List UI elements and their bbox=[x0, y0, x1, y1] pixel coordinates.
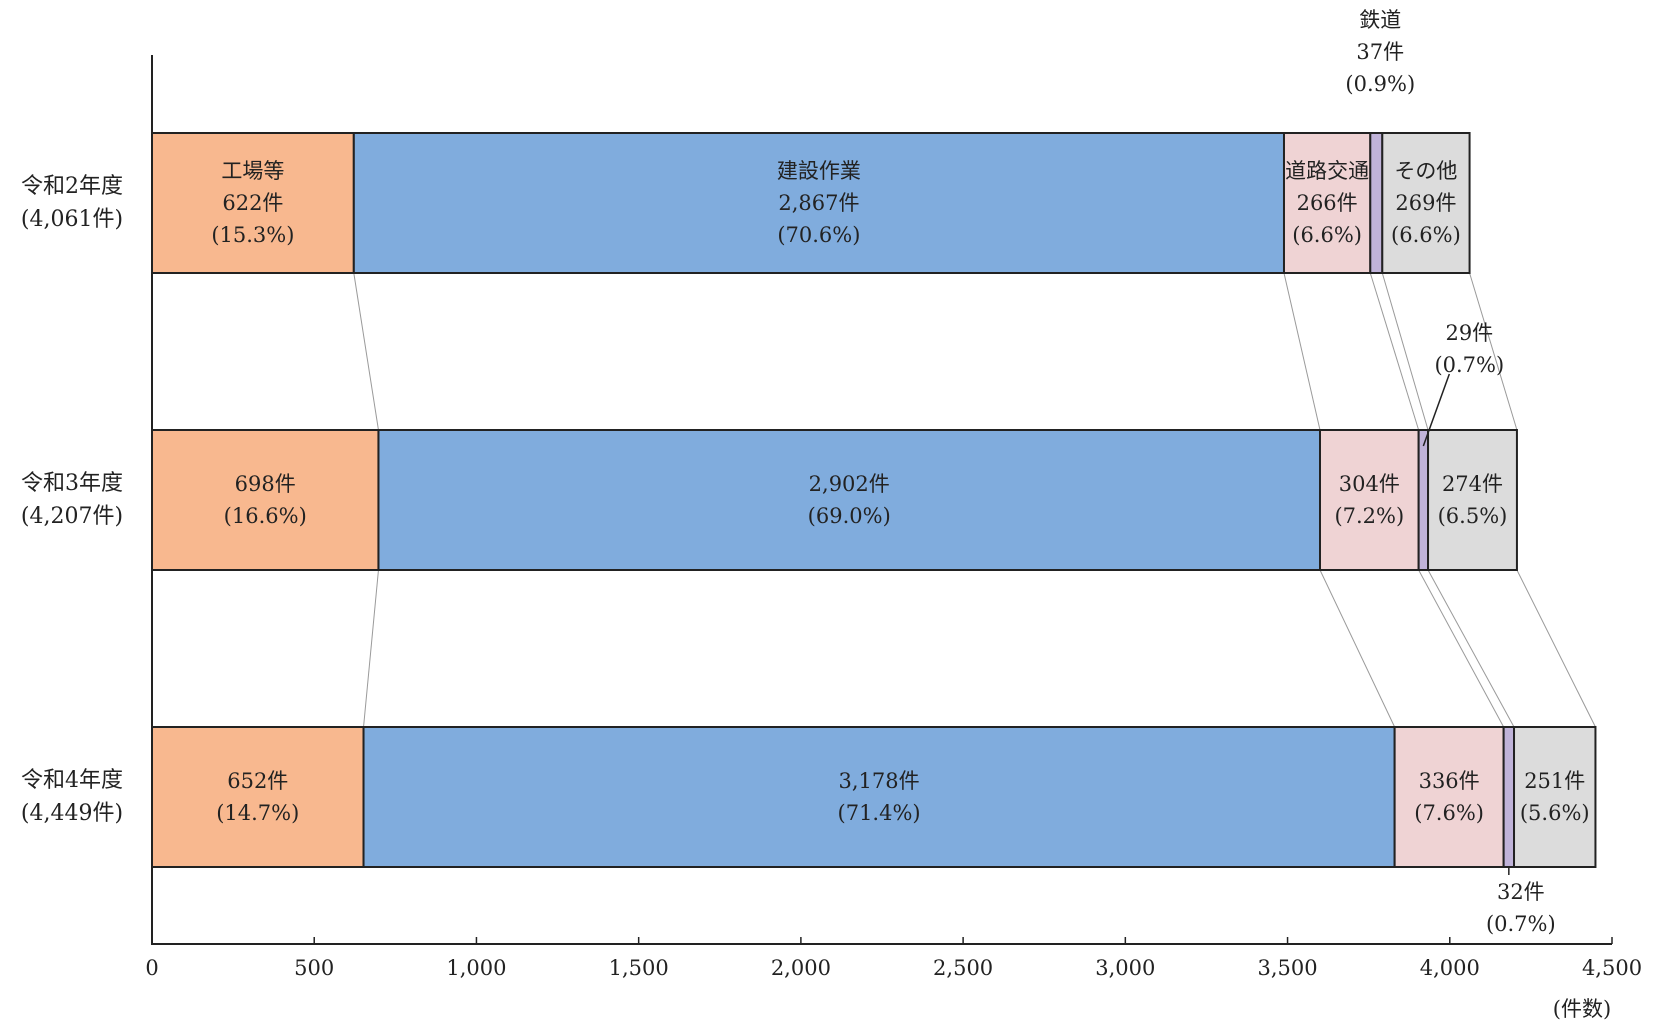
data-label-r2-series-3: 鉄道 37件(0.9%) bbox=[1345, 8, 1415, 96]
x-tick-label-2: 1,000 bbox=[446, 956, 506, 980]
data-label-r3-series-2: 304件(7.2%) bbox=[1334, 472, 1404, 528]
data-label-r3-series-0: 698件(16.6%) bbox=[224, 472, 307, 528]
x-tick-label-6: 3,000 bbox=[1095, 956, 1155, 980]
bar-r3-series-0 bbox=[151, 429, 380, 571]
connector-r2-r3-series-3 bbox=[1381, 272, 1429, 431]
segment-labels-layer: 工場等 622件(15.3%) 建設作業 2,867件(70.6%) 道路交通 266件(… bbox=[211, 159, 1589, 825]
x-tick-label-5: 2,500 bbox=[933, 956, 993, 980]
bar-r2-series-1 bbox=[352, 132, 1285, 274]
data-label-r4-series-1: 3,178件(71.4%) bbox=[838, 769, 921, 825]
data-label-r2-series-4: その他 269件(6.6%) bbox=[1391, 159, 1461, 247]
callouts-layer: 鉄道 37件(0.9%) 29件(0.7%) 32件(0.7%) bbox=[1345, 8, 1555, 936]
bar-r2-series-2 bbox=[1282, 132, 1372, 274]
connector-r3-r4-series-4 bbox=[1516, 569, 1596, 728]
category-label-r4: 令和4年度(4,449件) bbox=[21, 768, 123, 826]
bar-r4-series-1 bbox=[362, 726, 1396, 868]
x-tick-label-8: 4,000 bbox=[1420, 956, 1480, 980]
connector-r2-r3-series-0 bbox=[353, 272, 379, 431]
bar-r4-series-2 bbox=[1393, 726, 1505, 868]
connector-r2-r3-series-4 bbox=[1469, 272, 1518, 431]
bar-r2-series-3 bbox=[1369, 132, 1384, 274]
data-label-r3-series-1: 2,902件(69.0%) bbox=[808, 472, 891, 528]
data-label-r4-series-2: 336件(7.6%) bbox=[1414, 769, 1484, 825]
connector-r3-r4-series-2 bbox=[1418, 569, 1505, 728]
data-label-r3-series-3: 29件(0.7%) bbox=[1434, 321, 1504, 377]
x-axis-unit-label: (件数) bbox=[1553, 997, 1611, 1021]
category-label-r2: 令和2年度(4,061件) bbox=[21, 174, 123, 232]
data-label-r4-series-4: 251件(5.6%) bbox=[1520, 769, 1590, 825]
connector-r3-r4-series-0 bbox=[363, 569, 379, 728]
data-label-r4-series-3: 32件(0.7%) bbox=[1486, 880, 1556, 936]
bar-r4-series-3 bbox=[1502, 726, 1516, 868]
x-tick-label-0: 0 bbox=[145, 956, 158, 980]
bar-r3-series-4 bbox=[1427, 429, 1518, 571]
x-tick-label-1: 500 bbox=[294, 956, 334, 980]
data-label-r2-series-1: 建設作業 2,867件(70.6%) bbox=[777, 159, 861, 247]
bar-r3-series-1 bbox=[377, 429, 1321, 571]
connector-r3-r4-series-1 bbox=[1319, 569, 1396, 728]
connector-r2-r3-series-2 bbox=[1369, 272, 1420, 431]
category-axis: 令和2年度(4,061件) 令和3年度(4,207件) 令和4年度(4,449件) bbox=[21, 55, 153, 944]
connector-lines bbox=[353, 272, 1596, 728]
bar-r3-series-2 bbox=[1319, 429, 1420, 571]
bar-r2-series-4 bbox=[1381, 132, 1471, 274]
bars-layer bbox=[151, 132, 1597, 868]
x-tick-label-4: 2,000 bbox=[771, 956, 831, 980]
category-label-r3: 令和3年度(4,207件) bbox=[21, 471, 123, 529]
value-axis: 0 500 1,000 1,500 2,000 2,500 3,000 3,500 4,000 4… bbox=[145, 937, 1642, 1021]
x-tick-label-9: 4,500 bbox=[1582, 956, 1642, 980]
bar-r3-series-3 bbox=[1417, 429, 1430, 571]
x-tick-label-7: 3,500 bbox=[1257, 956, 1317, 980]
leader-line-r3 bbox=[1422, 373, 1451, 447]
connector-r2-r3-series-1 bbox=[1283, 272, 1321, 431]
data-label-r3-series-4: 274件(6.5%) bbox=[1438, 472, 1508, 528]
connector-r3-r4-series-3 bbox=[1427, 569, 1515, 728]
x-tick-label-3: 1,500 bbox=[609, 956, 669, 980]
bar-r4-series-0 bbox=[151, 726, 365, 868]
data-label-r2-series-2: 道路交通 266件(6.6%) bbox=[1285, 159, 1369, 247]
data-label-r2-series-0: 工場等 622件(15.3%) bbox=[211, 159, 294, 247]
data-label-r4-series-0: 652件(14.7%) bbox=[216, 769, 299, 825]
bar-r4-series-4 bbox=[1513, 726, 1597, 868]
